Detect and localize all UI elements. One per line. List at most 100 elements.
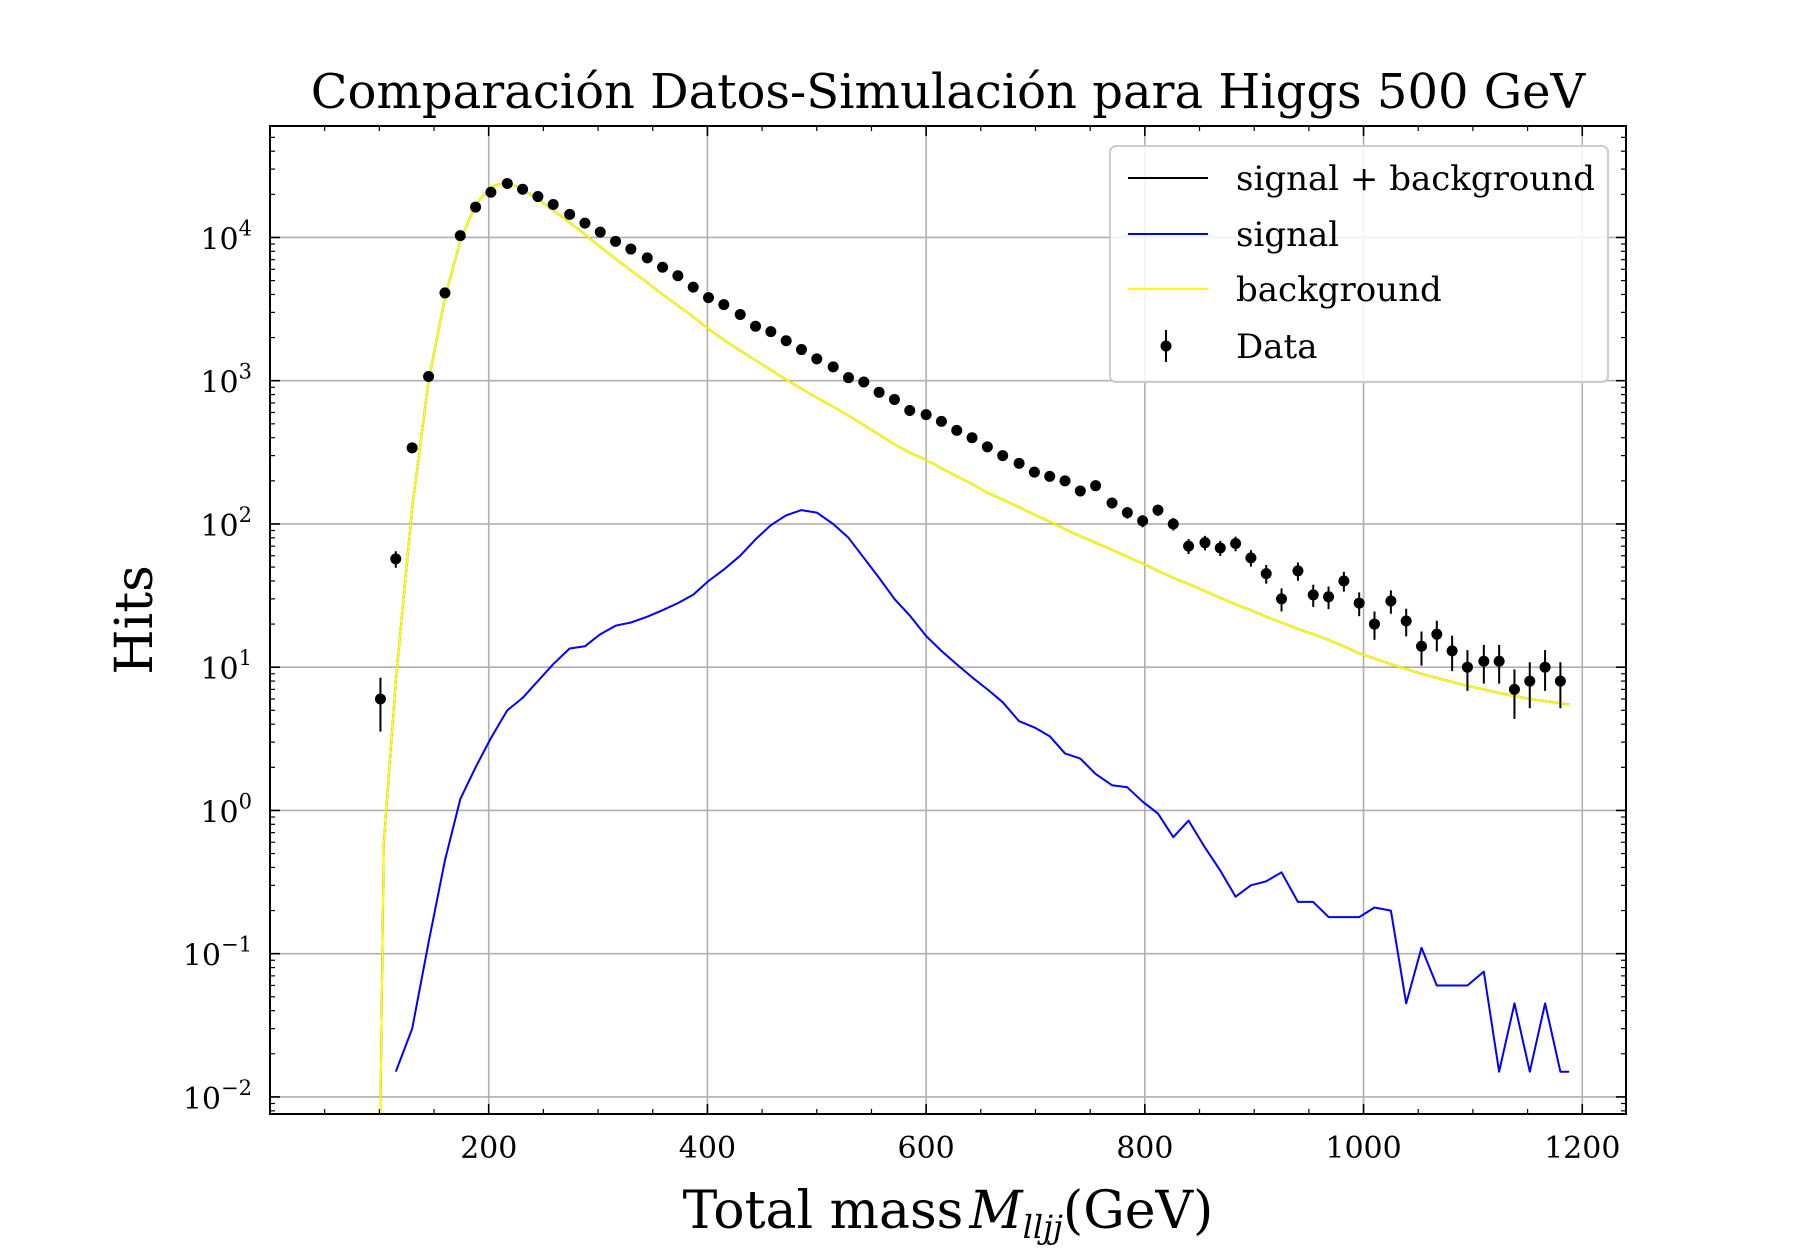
x-axis-label: Total mass Mlljj(GeV) (683, 1181, 1214, 1246)
legend: signal + background signal background Da… (1109, 145, 1609, 383)
data-point (687, 281, 699, 293)
data-point (532, 191, 544, 203)
data-point (1090, 480, 1102, 492)
y-tick-label: 102 (200, 503, 252, 544)
x-tick-label: 600 (897, 1131, 954, 1166)
data-point (1183, 540, 1195, 552)
data-point (1353, 597, 1365, 609)
data-point (1121, 507, 1133, 519)
data-point (1400, 615, 1412, 627)
data-point (1106, 497, 1118, 509)
data-point (1446, 645, 1458, 657)
data-point (842, 372, 854, 384)
data-point (750, 320, 762, 332)
data-point (780, 335, 792, 347)
data-point (1307, 589, 1319, 601)
legend-box (1109, 145, 1609, 383)
plot-frame (269, 125, 1627, 1115)
data-point (904, 404, 916, 416)
x-tick-label: 200 (460, 1131, 517, 1166)
data-point (1323, 591, 1335, 603)
data-point (657, 261, 669, 273)
data-point (1214, 542, 1226, 554)
data-point (827, 361, 839, 373)
data-point (406, 442, 418, 454)
data-point (811, 353, 823, 365)
series-line-signal (394, 509, 1570, 1073)
data-point (951, 424, 963, 436)
data-point (672, 270, 684, 282)
data-point (594, 226, 606, 238)
legend-label-signal-background: signal + background (1236, 159, 1595, 199)
data-point (1461, 661, 1473, 673)
data-point (641, 252, 653, 264)
data-point (858, 376, 870, 388)
x-tick-label: 1000 (1325, 1131, 1401, 1166)
data-point (1493, 655, 1505, 667)
x-tick-label: 800 (1116, 1131, 1173, 1166)
y-tick-label: 10−1 (183, 933, 252, 974)
data-point (1137, 515, 1149, 527)
data-point (734, 308, 746, 320)
data-point (1059, 475, 1071, 487)
data-point (920, 409, 932, 421)
data-point (1539, 661, 1551, 673)
data-point (423, 370, 435, 382)
x-axis-ticks: 200 400 600 800 1000 1200 (324, 126, 1620, 1166)
data-point (579, 217, 591, 229)
data-point (1338, 575, 1350, 587)
y-tick-label: 104 (200, 216, 252, 257)
data-point (485, 186, 497, 198)
y-tick-label: 10−2 (183, 1076, 252, 1117)
data-point (1074, 485, 1086, 497)
y-axis-ticks: 10−2 10−1 100 101 102 103 104 (183, 216, 1626, 1117)
data-point (1276, 593, 1288, 605)
legend-label-data: Data (1236, 327, 1317, 367)
x-tick-label: 400 (679, 1131, 736, 1166)
data-points (374, 178, 1566, 732)
data-point (1044, 470, 1056, 482)
data-point (390, 553, 402, 565)
data-point (888, 393, 900, 405)
series-line-background (379, 180, 1570, 1115)
data-point (501, 178, 513, 190)
data-point (1385, 595, 1397, 607)
data-point (1416, 640, 1428, 652)
data-point (1167, 518, 1179, 530)
data-point (1245, 552, 1257, 564)
y-tick-label: 100 (200, 789, 252, 830)
data-point (454, 230, 466, 242)
chart-title: Comparación Datos-Simulación para Higgs … (311, 64, 1587, 120)
data-point (966, 432, 978, 444)
data-point (795, 344, 807, 356)
data-point (547, 198, 559, 210)
data-point (610, 235, 622, 247)
data-point (517, 183, 529, 195)
data-point (765, 326, 777, 338)
data-point (1524, 675, 1536, 687)
data-point (997, 450, 1009, 462)
data-point (703, 292, 715, 304)
data-point (1013, 457, 1025, 469)
legend-swatch-data-marker (1160, 340, 1172, 352)
data-point (935, 415, 947, 427)
data-point (1028, 466, 1040, 478)
data-point (1230, 538, 1242, 550)
data-point (718, 299, 730, 311)
data-point (374, 693, 386, 705)
plot-series (379, 180, 1570, 1115)
data-point (1368, 618, 1380, 630)
legend-label-signal: signal (1236, 215, 1339, 255)
data-point (470, 201, 482, 213)
data-point (1260, 568, 1272, 580)
data-point (1431, 628, 1443, 640)
data-point (439, 287, 451, 299)
data-point (1508, 683, 1520, 695)
x-tick-label: 1200 (1544, 1131, 1620, 1166)
data-point (1554, 675, 1566, 687)
data-point (1478, 655, 1490, 667)
y-tick-label: 103 (200, 360, 252, 401)
data-point (1152, 504, 1164, 516)
y-axis-minor-ticks (270, 125, 1626, 1112)
